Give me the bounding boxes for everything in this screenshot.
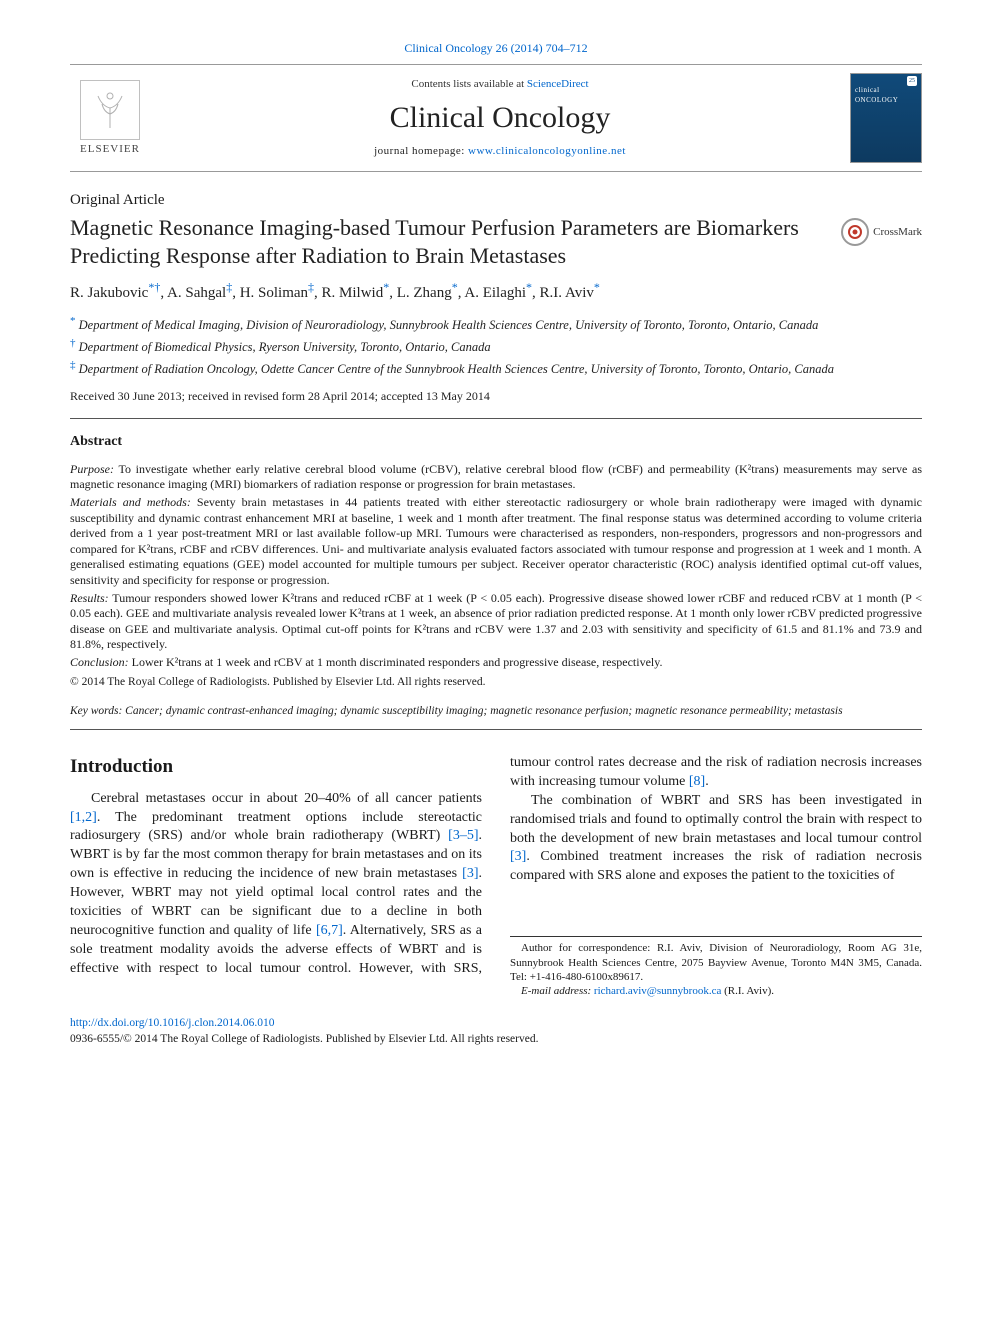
corresponding-email-line: E-mail address: richard.aviv@sunnybrook.… bbox=[510, 984, 922, 998]
divider bbox=[70, 418, 922, 419]
homepage-prefix: journal homepage: bbox=[374, 145, 468, 157]
crossmark-label: CrossMark bbox=[873, 225, 922, 240]
abstract-results-label: Results: bbox=[70, 591, 109, 605]
abstract-results: Tumour responders showed lower K²trans a… bbox=[70, 591, 922, 652]
crossmark-widget[interactable]: CrossMark bbox=[841, 218, 922, 246]
citation-link[interactable]: Clinical Oncology 26 (2014) 704–712 bbox=[404, 41, 587, 55]
publisher-logo[interactable]: ELSEVIER bbox=[70, 73, 150, 163]
author[interactable]: R.I. Aviv* bbox=[540, 285, 600, 301]
publisher-name: ELSEVIER bbox=[80, 142, 140, 157]
elsevier-tree-icon bbox=[80, 80, 140, 140]
citation-ref[interactable]: [3] bbox=[510, 849, 526, 864]
citation-ref[interactable]: [3] bbox=[462, 866, 478, 881]
citation-ref[interactable]: [8] bbox=[689, 774, 705, 789]
crossmark-icon bbox=[841, 218, 869, 246]
affiliations: * Department of Medical Imaging, Divisio… bbox=[70, 314, 922, 378]
affiliation: * Department of Medical Imaging, Divisio… bbox=[70, 314, 922, 334]
abstract-conclusion-label: Conclusion: bbox=[70, 655, 129, 669]
author[interactable]: H. Soliman‡ bbox=[240, 285, 314, 301]
abstract-conclusion: Lower K²trans at 1 week and rCBV at 1 mo… bbox=[132, 655, 663, 669]
sciencedirect-link[interactable]: ScienceDirect bbox=[527, 78, 589, 90]
keywords-text: Cancer; dynamic contrast-enhanced imagin… bbox=[125, 705, 842, 717]
journal-homepage-line: journal homepage: www.clinicaloncologyon… bbox=[168, 144, 832, 159]
abstract-body: Purpose: To investigate whether early re… bbox=[70, 462, 922, 690]
abstract-purpose: To investigate whether early relative ce… bbox=[70, 462, 922, 492]
article-history: Received 30 June 2013; received in revis… bbox=[70, 388, 922, 404]
corresponding-author: Author for correspondence: R.I. Aviv, Di… bbox=[510, 941, 922, 984]
footer-meta: http://dx.doi.org/10.1016/j.clon.2014.06… bbox=[70, 1016, 922, 1047]
citation-ref[interactable]: [3–5] bbox=[448, 828, 478, 843]
journal-cover-thumbnail[interactable]: 25 clinical ONCOLOGY bbox=[850, 73, 922, 163]
author[interactable]: R. Milwid* bbox=[322, 285, 390, 301]
abstract-heading: Abstract bbox=[70, 433, 922, 452]
keywords-label: Key words: bbox=[70, 705, 122, 717]
citation-header: Clinical Oncology 26 (2014) 704–712 bbox=[70, 40, 922, 56]
corresponding-email-link[interactable]: richard.aviv@sunnybrook.ca bbox=[594, 985, 721, 997]
contents-available-line: Contents lists available at ScienceDirec… bbox=[168, 77, 832, 92]
body-paragraph: The combination of WBRT and SRS has been… bbox=[510, 792, 922, 886]
journal-masthead: ELSEVIER Contents lists available at Sci… bbox=[70, 64, 922, 172]
issn-copyright: 0936-6555/© 2014 The Royal College of Ra… bbox=[70, 1032, 922, 1048]
author[interactable]: L. Zhang* bbox=[397, 285, 458, 301]
abstract-purpose-label: Purpose: bbox=[70, 462, 114, 476]
abstract-methods: Seventy brain metastases in 44 patients … bbox=[70, 495, 922, 587]
affiliation: † Department of Biomedical Physics, Ryer… bbox=[70, 336, 922, 356]
cover-anniversary-badge: 25 bbox=[907, 76, 917, 86]
journal-homepage-link[interactable]: www.clinicaloncologyonline.net bbox=[468, 145, 626, 157]
author[interactable]: R. Jakubovic*† bbox=[70, 285, 160, 301]
cover-title: clinical ONCOLOGY bbox=[855, 86, 917, 105]
article-body: Introduction Cerebral metastases occur i… bbox=[70, 754, 922, 998]
citation-ref[interactable]: [6,7] bbox=[316, 923, 343, 938]
abstract-copyright: © 2014 The Royal College of Radiologists… bbox=[70, 675, 922, 690]
article-type: Original Article bbox=[70, 190, 922, 210]
contents-prefix: Contents lists available at bbox=[411, 78, 526, 90]
author-list: R. Jakubovic*†, A. Sahgal‡, H. Soliman‡,… bbox=[70, 279, 922, 303]
doi-link[interactable]: http://dx.doi.org/10.1016/j.clon.2014.06… bbox=[70, 1017, 275, 1029]
section-heading-introduction: Introduction bbox=[70, 754, 482, 780]
author[interactable]: A. Eilaghi* bbox=[464, 285, 532, 301]
article-title: Magnetic Resonance Imaging-based Tumour … bbox=[70, 214, 825, 269]
citation-ref[interactable]: [1,2] bbox=[70, 810, 97, 825]
journal-name: Clinical Oncology bbox=[168, 98, 832, 139]
keywords: Key words: Cancer; dynamic contrast-enha… bbox=[70, 704, 922, 720]
author[interactable]: A. Sahgal‡ bbox=[167, 285, 232, 301]
correspondence-footnote: Author for correspondence: R.I. Aviv, Di… bbox=[510, 936, 922, 998]
affiliation: ‡ Department of Radiation Oncology, Odet… bbox=[70, 358, 922, 378]
divider bbox=[70, 729, 922, 730]
abstract-methods-label: Materials and methods: bbox=[70, 495, 191, 509]
